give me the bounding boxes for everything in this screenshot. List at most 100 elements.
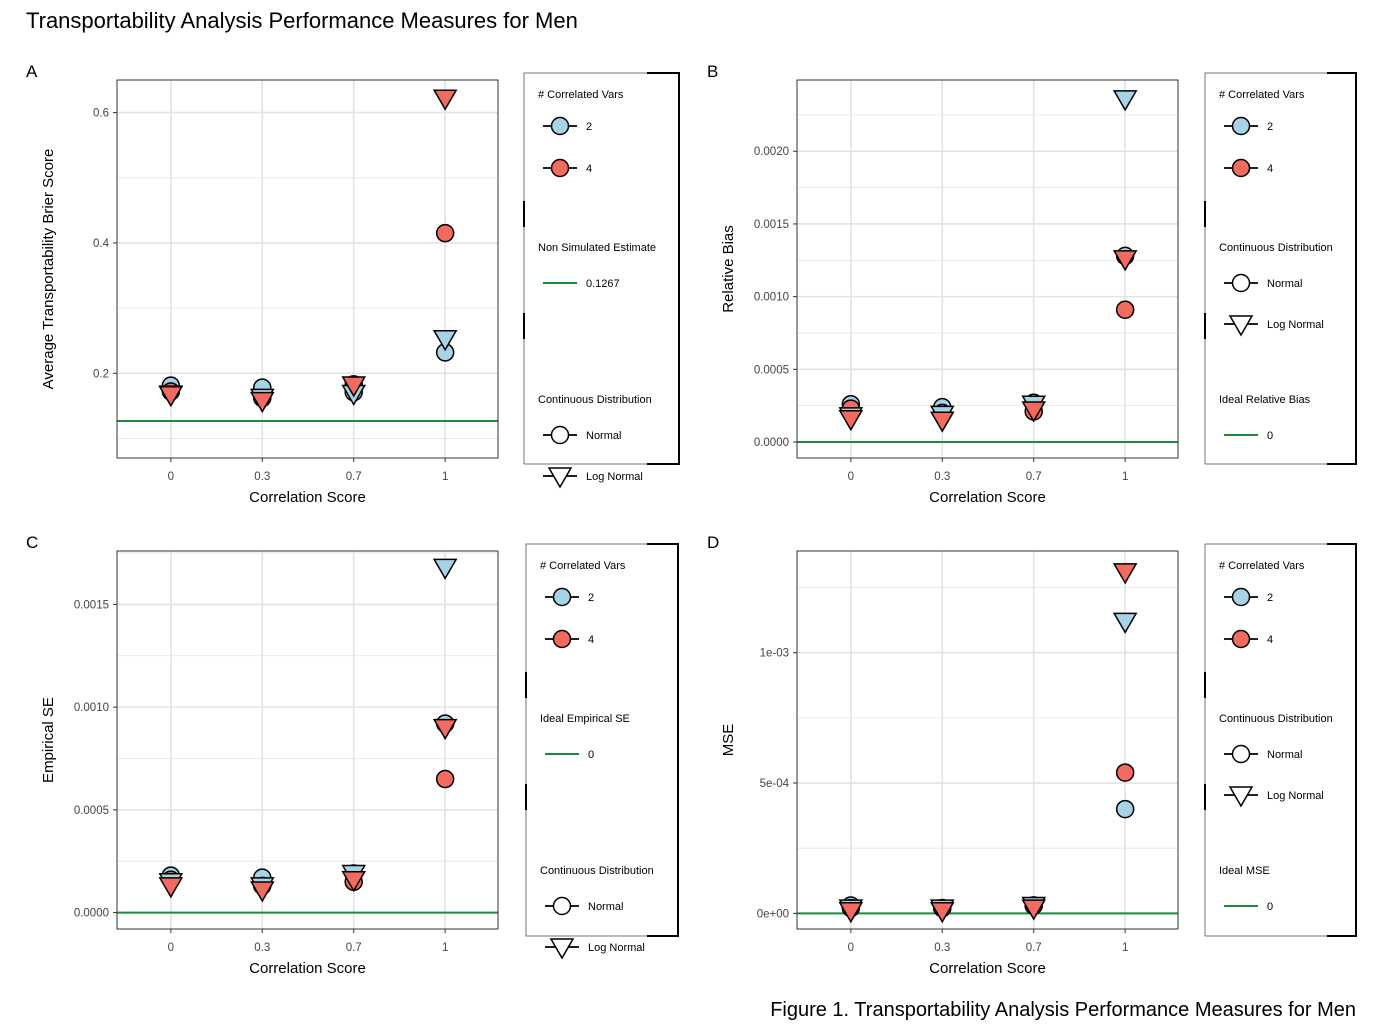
legend-key-lognormal [1228,786,1254,808]
legend-box [523,72,680,465]
y-tick-label: 5e-04 [760,778,790,790]
legend-key-vars-4 [552,629,572,649]
point-vars2-normal [1115,799,1135,819]
point-vars4-lognormal [158,386,184,408]
legend-title-dist: Continuous Distribution [538,394,652,406]
panel-d: D 0e+00 5e-04 1e-03 0 0.3 0.7 1 Correlation Scor… [707,533,1357,977]
legend: # Correlated Vars 2 4 Continuous Distributi… [1204,72,1357,465]
y-tick-label: 0.0005 [74,805,109,817]
x-tick-label: 1 [1122,942,1128,954]
point-vars4-normal [1115,763,1135,782]
legend-label-line: 0 [1267,901,1273,913]
panel-letter: B [707,62,718,81]
y-tick-label: 0e+00 [757,908,789,920]
legend-key-vars-2 [1231,116,1251,136]
legend-key-vars-4 [1231,158,1251,178]
y-tick-label: 0.0005 [754,364,789,376]
plot-area [797,551,1178,929]
point-vars4-lognormal [249,881,275,903]
point-vars4-lognormal [1112,563,1138,585]
legend-key-normal [1231,273,1251,293]
x-tick-label: 1 [1122,471,1128,483]
x-axis-title: Correlation Score [929,960,1046,977]
legend-label-vars: 2 [1267,592,1273,604]
point-vars2-lognormal [1112,90,1138,112]
y-axis-title: Relative Bias [720,225,737,313]
legend-key-vars-2 [1231,587,1251,607]
y-axis-title: Average Transportability Brier Score [40,149,57,390]
point-vars4-lognormal [1021,899,1047,921]
x-tick-label: 0.3 [254,942,270,954]
legend: # Correlated Vars 2 4 Continuous Distributi… [1204,543,1357,937]
plot-area [117,551,498,929]
point-vars4-lognormal [1021,401,1047,423]
y-tick-label: 0.0015 [74,599,109,611]
y-tick-label: 0.0010 [754,292,789,304]
x-tick-label: 0.7 [346,942,362,954]
y-tick-label: 0.0000 [754,437,789,449]
legend-label-dist: Normal [586,430,621,442]
plot-area [797,80,1178,458]
legend-bracket [1327,72,1357,465]
y-tick-label: 0.4 [93,238,110,250]
legend-label-vars: 2 [1267,121,1273,133]
legend-label-line: 0.1267 [586,278,620,290]
panel-b: B 0.0000 0.0005 0.0010 0.0015 0.0020 0 0.3 0.7 1 C… [707,62,1357,506]
figure-caption: Figure 1. Transportability Analysis Perf… [770,999,1356,1021]
legend-key-vars-2 [552,587,572,607]
legend-label-dist: Log Normal [586,471,643,483]
point-vars2-lognormal [1112,612,1138,634]
legend-label-vars: 4 [586,163,592,175]
plot-border [796,79,1179,459]
legend-title-dist: Continuous Distribution [1219,713,1333,725]
legend-key-vars-4 [1231,629,1251,649]
legend-label-vars: 4 [1267,634,1273,646]
panel-a: A 0.2 0.4 0.6 0 0.3 0.7 1 Correlation Score Avera… [26,62,680,506]
legend-key-vars-4 [550,158,570,178]
legend-label-dist: Log Normal [588,942,645,954]
x-tick-label: 0 [848,471,854,483]
legend-title-dist: Continuous Distribution [540,865,654,877]
x-tick-label: 0.3 [254,471,270,483]
point-vars4-normal [1115,300,1135,319]
legend: # Correlated Vars 2 4 Ideal Empirical SE 0 Co… [525,543,679,960]
legend-key-lognormal [549,938,575,960]
legend-bracket [647,72,680,465]
legend-label-vars: 4 [1267,163,1273,175]
panel-letter: C [26,533,38,552]
legend-title-line: Ideal Empirical SE [540,713,630,725]
legend-title-line: Ideal MSE [1219,865,1270,877]
plot-border [116,79,499,459]
figure-title: Transportability Analysis Performance Me… [26,8,578,33]
legend-label-dist: Normal [1267,278,1302,290]
legend-title-line: Ideal Relative Bias [1219,394,1311,406]
point-vars2-lognormal [432,329,458,352]
legend-label-dist: Log Normal [1267,319,1324,331]
plot-border [116,550,499,930]
x-axis-title: Correlation Score [929,489,1046,506]
x-tick-label: 0.3 [934,471,950,483]
y-tick-label: 0.0020 [754,146,789,158]
legend-key-lognormal [1228,315,1254,337]
y-tick-label: 0.0010 [74,702,109,714]
legend-title-vars: # Correlated Vars [538,89,624,101]
y-tick-label: 0.6 [93,108,109,120]
legend-box [1204,543,1357,937]
legend-title-vars: # Correlated Vars [1219,560,1305,572]
y-tick-label: 0.0015 [754,219,789,231]
panel-c: C 0.0000 0.0005 0.0010 0.0015 0 0.3 0.7 1 Correla… [26,533,679,977]
legend-label-dist: Normal [588,901,623,913]
panel-letter: A [26,62,38,81]
x-tick-label: 0 [168,471,174,483]
legend-label-vars: 2 [586,121,592,133]
y-axis-title: MSE [720,724,737,757]
legend-label-vars: 4 [588,634,594,646]
point-vars4-lognormal [432,89,458,111]
point-vars4-lognormal [158,877,184,899]
legend-label-line: 0 [588,749,594,761]
point-vars4-lognormal [341,376,367,398]
legend-key-normal [1231,744,1251,764]
legend: # Correlated Vars 2 4 Non Simulated Estimat… [523,72,680,489]
legend-label-dist: Normal [1267,749,1302,761]
